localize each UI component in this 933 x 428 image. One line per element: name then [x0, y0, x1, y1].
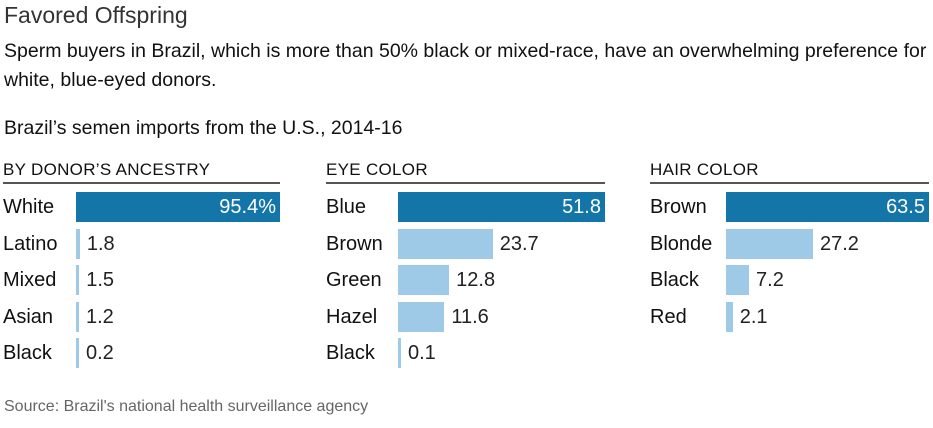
category-label: White — [3, 196, 55, 218]
bar — [726, 228, 813, 259]
value-label: 1.2 — [86, 305, 114, 328]
category-label: Blue — [326, 196, 367, 218]
bar-row-ancestry-white: White 95.4% — [3, 192, 280, 222]
bar — [726, 192, 929, 222]
bar — [76, 265, 80, 295]
value-label: 23.7 — [499, 232, 539, 255]
value-label: 27.2 — [819, 232, 859, 255]
bar — [76, 228, 80, 259]
value-label: 2.1 — [739, 305, 768, 328]
value-label: 11.6 — [451, 305, 489, 328]
category-label: Red — [650, 305, 687, 328]
value-label: 51.8 — [562, 196, 601, 218]
bar-row-hair-color-black: Black 7.2 — [650, 265, 929, 295]
bar-row-eye-color-brown: Brown 23.7 — [326, 228, 605, 259]
bar — [398, 265, 450, 295]
value-label: 1.5 — [86, 269, 115, 291]
bar-row-eye-color-green: Green 12.8 — [326, 265, 605, 295]
category-label: Hazel — [326, 305, 378, 328]
chart-title: Favored Offspring — [4, 2, 188, 28]
bar — [398, 338, 401, 368]
bar-row-hair-color-blonde: Blonde 27.2 — [650, 228, 929, 259]
bar — [76, 301, 79, 332]
value-label: 1.8 — [86, 232, 115, 255]
bar — [76, 192, 280, 222]
panel-eye-color-heading: EYE COLOR — [326, 158, 605, 184]
bar — [398, 192, 605, 222]
panel-eye-color: EYE COLOR Blue 51.8 Brown 23.7 Green 12.8 Haze… — [326, 158, 605, 368]
category-label: Black — [3, 342, 52, 364]
bar-row-eye-color-blue: Blue 51.8 — [326, 192, 605, 222]
value-label: 7.2 — [756, 269, 784, 291]
category-label: Black — [650, 269, 699, 291]
bar — [726, 265, 750, 295]
bar-row-ancestry-latino: Latino 1.8 — [3, 228, 280, 259]
bar-row-ancestry-black: Black 0.2 — [3, 338, 280, 368]
bar — [398, 301, 445, 332]
bar — [76, 338, 79, 368]
value-label: 0.1 — [408, 342, 436, 364]
chart-heading: Brazil’s semen imports from the U.S., 20… — [4, 117, 403, 139]
panel-hair-color: HAIR COLOR Brown 63.5 Blonde 27.2 Black 7.2 Re… — [650, 158, 929, 332]
bar-row-eye-color-black: Black 0.1 — [326, 338, 605, 368]
value-label: 0.2 — [86, 342, 114, 364]
panel-ancestry-heading: BY DONOR’S ANCESTRY — [3, 158, 280, 184]
bar-row-hair-color-red: Red 2.1 — [650, 301, 929, 332]
bar-row-ancestry-mixed: Mixed 1.5 — [3, 265, 280, 295]
bar-row-ancestry-asian: Asian 1.2 — [3, 301, 280, 332]
category-label: Asian — [3, 305, 54, 328]
panel-hair-color-heading: HAIR COLOR — [650, 158, 929, 184]
chart-subtitle: Sperm buyers in Brazil, which is more th… — [4, 40, 927, 91]
category-label: Latino — [3, 232, 58, 255]
category-label: Brown — [326, 232, 383, 255]
value-label: 63.5 — [886, 196, 925, 218]
value-label: 95.4% — [219, 196, 276, 218]
category-label: Mixed — [3, 269, 57, 291]
source-note: Source: Brazil's national health surveil… — [4, 398, 369, 415]
category-label: Blonde — [650, 232, 713, 255]
value-label: 12.8 — [456, 269, 496, 291]
bar — [726, 301, 733, 332]
bar — [398, 228, 493, 259]
category-label: Brown — [650, 196, 707, 218]
category-label: Black — [326, 342, 375, 364]
bar-row-eye-color-hazel: Hazel 11.6 — [326, 301, 605, 332]
bar-row-hair-color-brown: Brown 63.5 — [650, 192, 929, 222]
category-label: Green — [326, 269, 382, 291]
panel-ancestry: BY DONOR’S ANCESTRY White 95.4% Latino 1.8 M… — [3, 158, 280, 368]
